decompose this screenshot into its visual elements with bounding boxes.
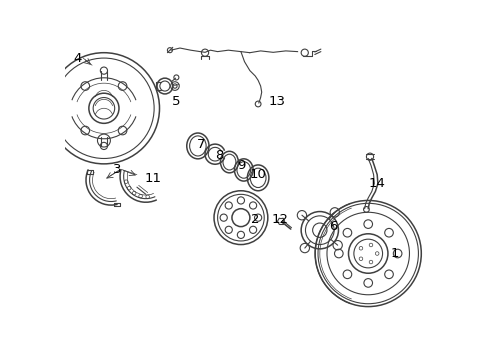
Text: 9: 9 [236, 159, 244, 172]
Text: 4: 4 [73, 51, 82, 64]
Text: 7: 7 [196, 138, 204, 150]
Text: 14: 14 [368, 177, 385, 190]
Text: 8: 8 [215, 149, 223, 162]
Text: 11: 11 [144, 172, 161, 185]
Text: 1: 1 [390, 247, 399, 260]
Text: 5: 5 [172, 95, 180, 108]
Text: 10: 10 [249, 168, 266, 181]
Text: 2: 2 [250, 213, 259, 226]
Text: 3: 3 [113, 163, 121, 176]
Text: 12: 12 [271, 213, 288, 226]
Text: 13: 13 [268, 95, 285, 108]
Text: 6: 6 [328, 220, 337, 233]
